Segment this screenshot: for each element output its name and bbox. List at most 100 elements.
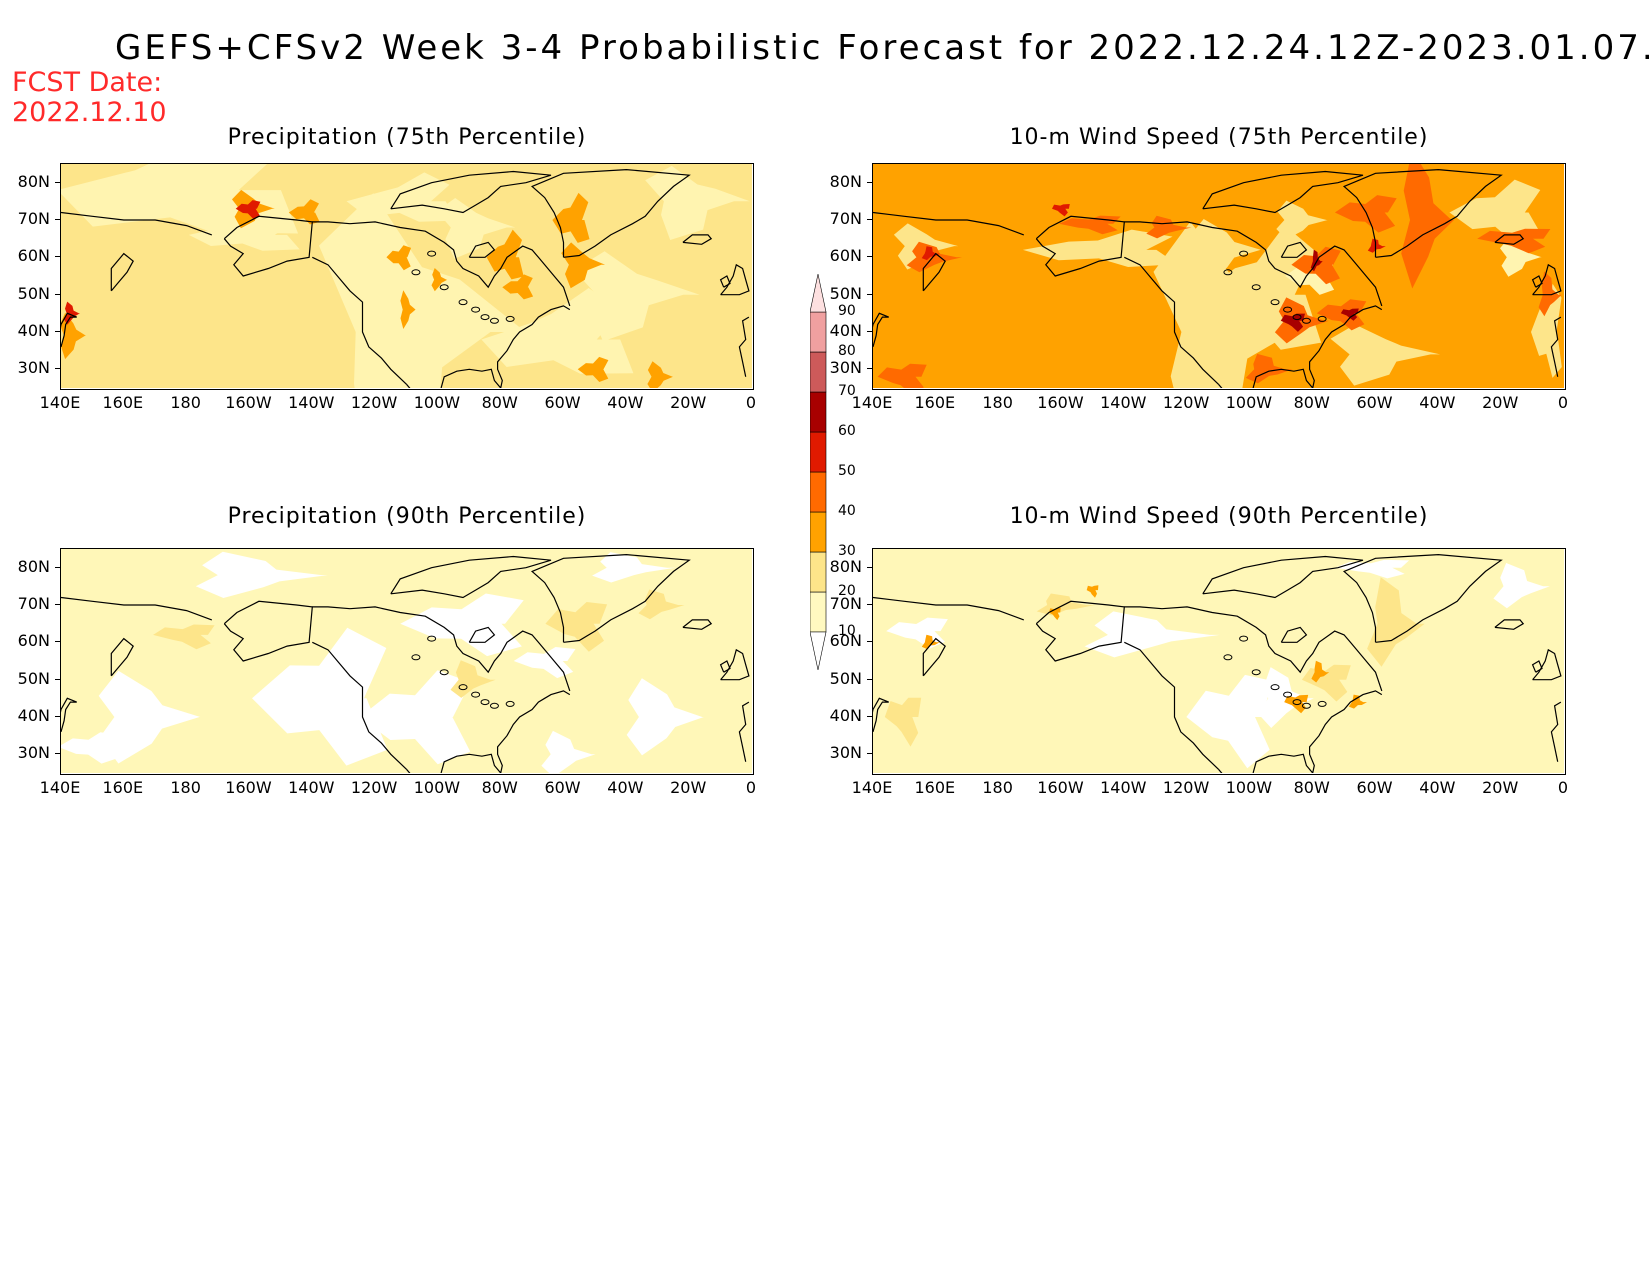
field-contour-patch (1052, 204, 1070, 217)
coastline (873, 211, 1025, 236)
colorbar-swatch (809, 431, 827, 473)
map-precipitation-75th (60, 163, 754, 390)
coastline (223, 215, 313, 277)
coastline (922, 252, 946, 292)
lat-tick (55, 181, 60, 183)
lon-tick-label: 0 (745, 393, 757, 412)
lon-tick-label: 140E (39, 778, 81, 797)
lake-outline (489, 317, 499, 324)
coastline (1202, 170, 1364, 214)
lon-tick-label: 160E (102, 778, 144, 797)
field-contour-patch (235, 200, 261, 219)
field-contour-patch (921, 246, 940, 261)
colorbar-level-label: 30 (838, 543, 856, 559)
map-wind-75th (872, 163, 1566, 390)
field-contour-patch (647, 361, 674, 388)
field-contour-patch (592, 552, 676, 583)
colorbar-svg (809, 273, 827, 671)
panel-title: Precipitation (75th Percentile) (227, 125, 587, 150)
lon-tick-label: 40W (1419, 778, 1456, 797)
lon-tick-label: 20W (670, 393, 707, 412)
field-contour-patch (450, 660, 496, 698)
field-contour-patch (400, 290, 416, 329)
lon-tick-label: 80W (1293, 778, 1330, 797)
lat-tick-label: 60N (829, 631, 862, 651)
field-contour-patch (61, 732, 120, 764)
forecast-date-block: FCST Date: 2022.12.10 (12, 68, 167, 128)
field-contour-patch (877, 363, 927, 388)
lat-tick-label: 30N (17, 358, 50, 378)
lat-tick-label: 60N (17, 631, 50, 651)
lon-tick-label: 160W (225, 393, 272, 412)
lat-tick-label: 30N (829, 743, 862, 763)
coastline (312, 641, 407, 770)
lon-tick-label: 180 (982, 393, 1013, 412)
lake-outline (458, 684, 468, 691)
coastline (1494, 619, 1525, 630)
lake-outline (1301, 317, 1311, 324)
field-contour-patch (1022, 229, 1178, 267)
coastline (1550, 316, 1562, 377)
field-contour-patch (1189, 219, 1261, 281)
lake-outline (1292, 314, 1302, 321)
lon-tick-label: 160E (102, 393, 144, 412)
field-contour-patch (188, 213, 300, 251)
coastline (440, 690, 571, 773)
field-contour-patch (319, 193, 526, 388)
lake-outline (1251, 284, 1261, 291)
field-contour-patch (436, 198, 516, 259)
lon-tick-label: 100W (413, 778, 461, 797)
lake-outline (1223, 654, 1233, 661)
lat-tick-label: 70N (829, 209, 862, 228)
map-field-svg (61, 164, 752, 388)
map-precipitation-90th (60, 548, 754, 775)
lake-outline (1270, 299, 1280, 306)
field-contour-patch (195, 551, 328, 598)
coastline (1035, 215, 1125, 277)
field-contour-patch (153, 624, 215, 650)
lon-tick-label: 120W (350, 778, 398, 797)
lat-tick (55, 678, 60, 680)
field-contour-patch (1340, 308, 1359, 321)
lon-tick-label: 160E (914, 778, 956, 797)
coastline (922, 637, 946, 677)
lon-tick-label: 160W (1037, 778, 1084, 797)
field-contour-patch (645, 165, 750, 240)
lon-tick-label: 60W (1356, 778, 1393, 797)
coastline (873, 697, 889, 733)
coastline (530, 553, 691, 643)
field-contour-patch (561, 242, 606, 289)
coastline (1252, 305, 1383, 388)
field-contour-patch (1186, 674, 1273, 769)
colorbar-swatch (809, 591, 827, 633)
lake-outline (471, 691, 481, 698)
coastline (406, 383, 411, 388)
lon-tick-label: 180 (170, 778, 201, 797)
coastline (719, 660, 731, 673)
field-contour-patch (1367, 238, 1386, 253)
lat-tick-label: 40N (829, 321, 862, 340)
lake-outline (489, 702, 499, 709)
lat-tick-label: 80N (829, 556, 862, 576)
coastline (1218, 768, 1223, 773)
lake-outline (1292, 699, 1302, 706)
field-contour-patch (1330, 324, 1441, 386)
lat-tick (867, 331, 872, 332)
lake-outline (427, 635, 437, 642)
coastline (682, 619, 713, 630)
lat-tick (55, 604, 60, 605)
colorbar-swatch (809, 511, 827, 553)
coastline (1218, 383, 1223, 388)
lake-outline (1317, 315, 1327, 322)
colorbar-swatch (809, 471, 827, 513)
field-contour-patch (346, 172, 457, 222)
coastline (61, 211, 213, 236)
field-contour-patch (400, 593, 524, 657)
lake-outline (1283, 306, 1293, 313)
lon-tick-label: 160W (1037, 393, 1084, 412)
lake-outline (480, 699, 490, 706)
coastline (1035, 600, 1125, 662)
lat-tick (867, 753, 872, 755)
coastline (873, 596, 1025, 621)
lat-tick (55, 293, 60, 295)
